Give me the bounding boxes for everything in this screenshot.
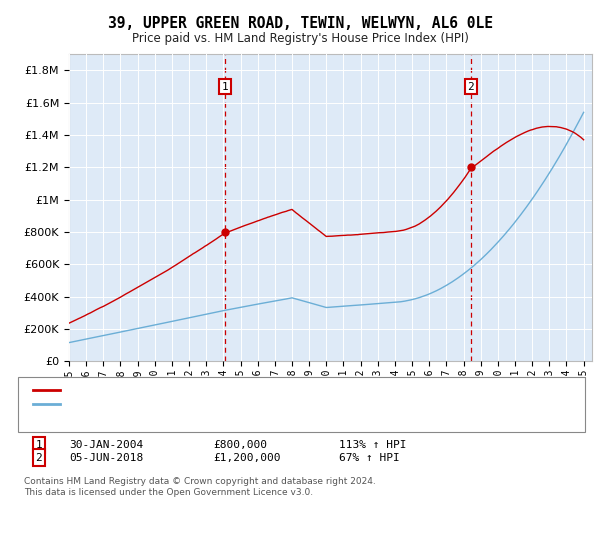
Text: 1: 1 (35, 440, 43, 450)
Text: Price paid vs. HM Land Registry's House Price Index (HPI): Price paid vs. HM Land Registry's House … (131, 32, 469, 45)
Text: 2: 2 (467, 82, 474, 92)
Text: £1,200,000: £1,200,000 (213, 452, 281, 463)
Text: HPI: Average price, detached house, East Hertfordshire: HPI: Average price, detached house, East… (63, 399, 365, 409)
Text: 05-JUN-2018: 05-JUN-2018 (69, 452, 143, 463)
Text: 2: 2 (35, 452, 43, 463)
Text: 39, UPPER GREEN ROAD, TEWIN, WELWYN, AL6 0LE: 39, UPPER GREEN ROAD, TEWIN, WELWYN, AL6… (107, 16, 493, 31)
Text: Contains HM Land Registry data © Crown copyright and database right 2024.
This d: Contains HM Land Registry data © Crown c… (24, 477, 376, 497)
Text: 30-JAN-2004: 30-JAN-2004 (69, 440, 143, 450)
Text: 1: 1 (221, 82, 228, 92)
Text: 39, UPPER GREEN ROAD, TEWIN, WELWYN, AL6 0LE (detached house): 39, UPPER GREEN ROAD, TEWIN, WELWYN, AL6… (63, 385, 445, 395)
Text: 113% ↑ HPI: 113% ↑ HPI (339, 440, 407, 450)
Text: £800,000: £800,000 (213, 440, 267, 450)
Text: 67% ↑ HPI: 67% ↑ HPI (339, 452, 400, 463)
